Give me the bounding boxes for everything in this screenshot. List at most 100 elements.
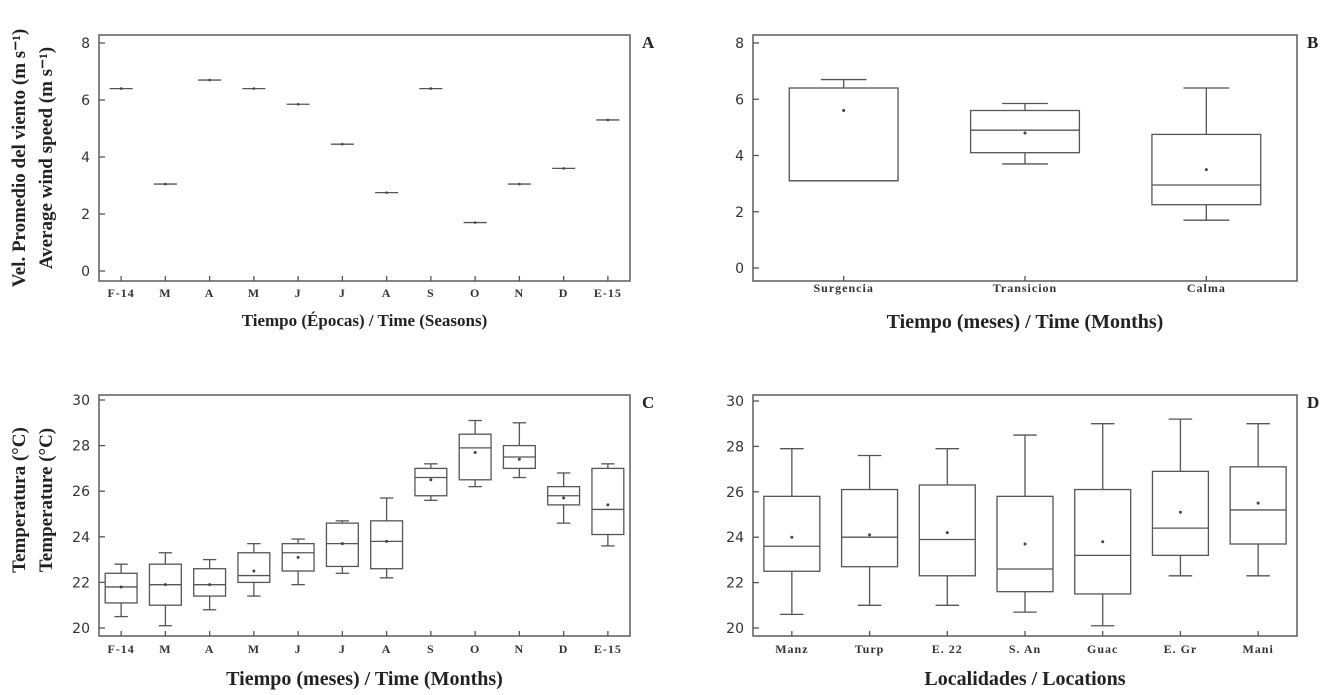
iqr-box [414, 467, 448, 497]
mean-point [1204, 168, 1208, 172]
panel-a: 0 2 4 6 8 F-14 M A M J J A S O N D E-15 A Tiempo (Épocas) … [9, 29, 655, 330]
x-category-label: S [427, 286, 435, 300]
plot-frame [98, 34, 631, 282]
mean-point [562, 167, 565, 170]
x-category-label: M [159, 286, 171, 300]
x-category-label: D [559, 642, 569, 656]
box-12 [591, 463, 625, 547]
box-10 [507, 182, 531, 186]
x-category-label: Mani [1242, 642, 1273, 656]
y-tick-label: 0 [81, 264, 90, 280]
mean-point [868, 533, 872, 537]
box-1 [763, 448, 821, 616]
x-category-label: E-15 [594, 286, 622, 300]
y-tick-label: 22 [72, 575, 90, 591]
panel-label: D [1307, 393, 1319, 412]
x-category-label: Guac [1087, 642, 1118, 656]
box-3 [1151, 87, 1262, 221]
mean-point [1023, 131, 1027, 135]
box-3 [193, 558, 227, 611]
x-category-label: Surgencia [813, 281, 873, 295]
mean-point [606, 118, 610, 122]
x-category-label: D [559, 286, 569, 300]
y-tick-label: 8 [81, 36, 90, 52]
mean-point [473, 221, 477, 224]
mean-point [164, 182, 167, 186]
y-axis-title-line: Temperature (°C) [36, 428, 57, 572]
x-category-label: J [339, 286, 346, 300]
y-tick-label: 2 [81, 207, 90, 223]
panel-label: A [642, 33, 655, 52]
mean-point [429, 87, 433, 90]
y-tick-label: 30 [72, 393, 90, 409]
y-tick-label: 30 [726, 394, 744, 410]
mean-point [842, 109, 846, 112]
y-tick-label: 28 [72, 439, 90, 455]
box-8 [419, 87, 443, 90]
x-category-label: N [515, 286, 525, 300]
box-5 [1074, 423, 1132, 627]
y-tick-label: 6 [81, 93, 90, 109]
x-category-label: M [248, 286, 260, 300]
x-category-label: A [205, 286, 215, 300]
box-6 [1151, 418, 1210, 577]
x-category-label: N [515, 642, 525, 656]
mean-point [1023, 542, 1027, 546]
mean-point [1256, 501, 1260, 505]
iqr-box [193, 568, 227, 597]
x-category-label: M [159, 642, 171, 656]
mean-point [341, 142, 344, 146]
y-tick-label: 6 [735, 92, 744, 108]
x-category-label: A [205, 642, 215, 656]
box-3 [198, 78, 222, 82]
mean-point [385, 539, 389, 543]
mean-point [562, 496, 566, 500]
box-7 [370, 497, 404, 579]
mean-point [252, 569, 256, 573]
box-5 [286, 102, 310, 106]
box-4 [996, 434, 1054, 613]
mean-point [119, 87, 123, 90]
panel-d: 20 22 24 26 28 30 Manz Turp E. 22 S. An Guac E. Gr M… [726, 393, 1319, 690]
box-1 [109, 87, 133, 90]
x-category-label: M [248, 642, 260, 656]
box-2 [840, 454, 899, 606]
box-2 [969, 102, 1081, 165]
mean-point [296, 102, 300, 106]
plot-frame [98, 394, 631, 637]
x-category-label: F-14 [107, 286, 134, 300]
y-tick-label: 8 [735, 36, 744, 52]
x-axis-title: Tiempo (Épocas) / Time (Seasons) [242, 311, 488, 330]
x-category-label: S [427, 642, 435, 656]
box-1 [788, 78, 899, 182]
x-axis-title: Localidades / Locations [924, 668, 1125, 690]
x-category-label: E. 22 [932, 642, 963, 656]
mean-point [119, 585, 123, 589]
iqr-box [370, 520, 404, 570]
x-category-label: Calma [1187, 281, 1226, 295]
box-3 [918, 448, 976, 606]
y-tick-label: 24 [726, 530, 744, 546]
mean-point [208, 78, 211, 82]
iqr-box [918, 484, 976, 577]
panel-label: C [642, 393, 654, 412]
mean-point [517, 457, 521, 461]
x-category-label: S. An [1009, 642, 1041, 656]
box-4 [237, 542, 271, 597]
panel-b: 0 2 4 6 8 Surgencia Transicion Calma B Tiempo (me… [735, 33, 1318, 333]
mean-point [945, 531, 949, 535]
box-2 [148, 552, 182, 627]
box-4 [242, 87, 266, 90]
panel-label: B [1307, 33, 1318, 52]
y-tick-label: 20 [72, 621, 90, 637]
x-category-label: E-15 [594, 642, 622, 656]
iqr-box [840, 488, 899, 568]
y-axis-title-line: Vel. Promedio del viento (m s⁻¹) [9, 29, 30, 287]
mean-point [385, 191, 388, 194]
mean-point [340, 542, 344, 546]
y-axis-title-line: Temperatura (°C) [9, 427, 30, 573]
iqr-box [591, 467, 625, 536]
x-category-label: O [470, 286, 480, 300]
mean-point [429, 478, 433, 482]
